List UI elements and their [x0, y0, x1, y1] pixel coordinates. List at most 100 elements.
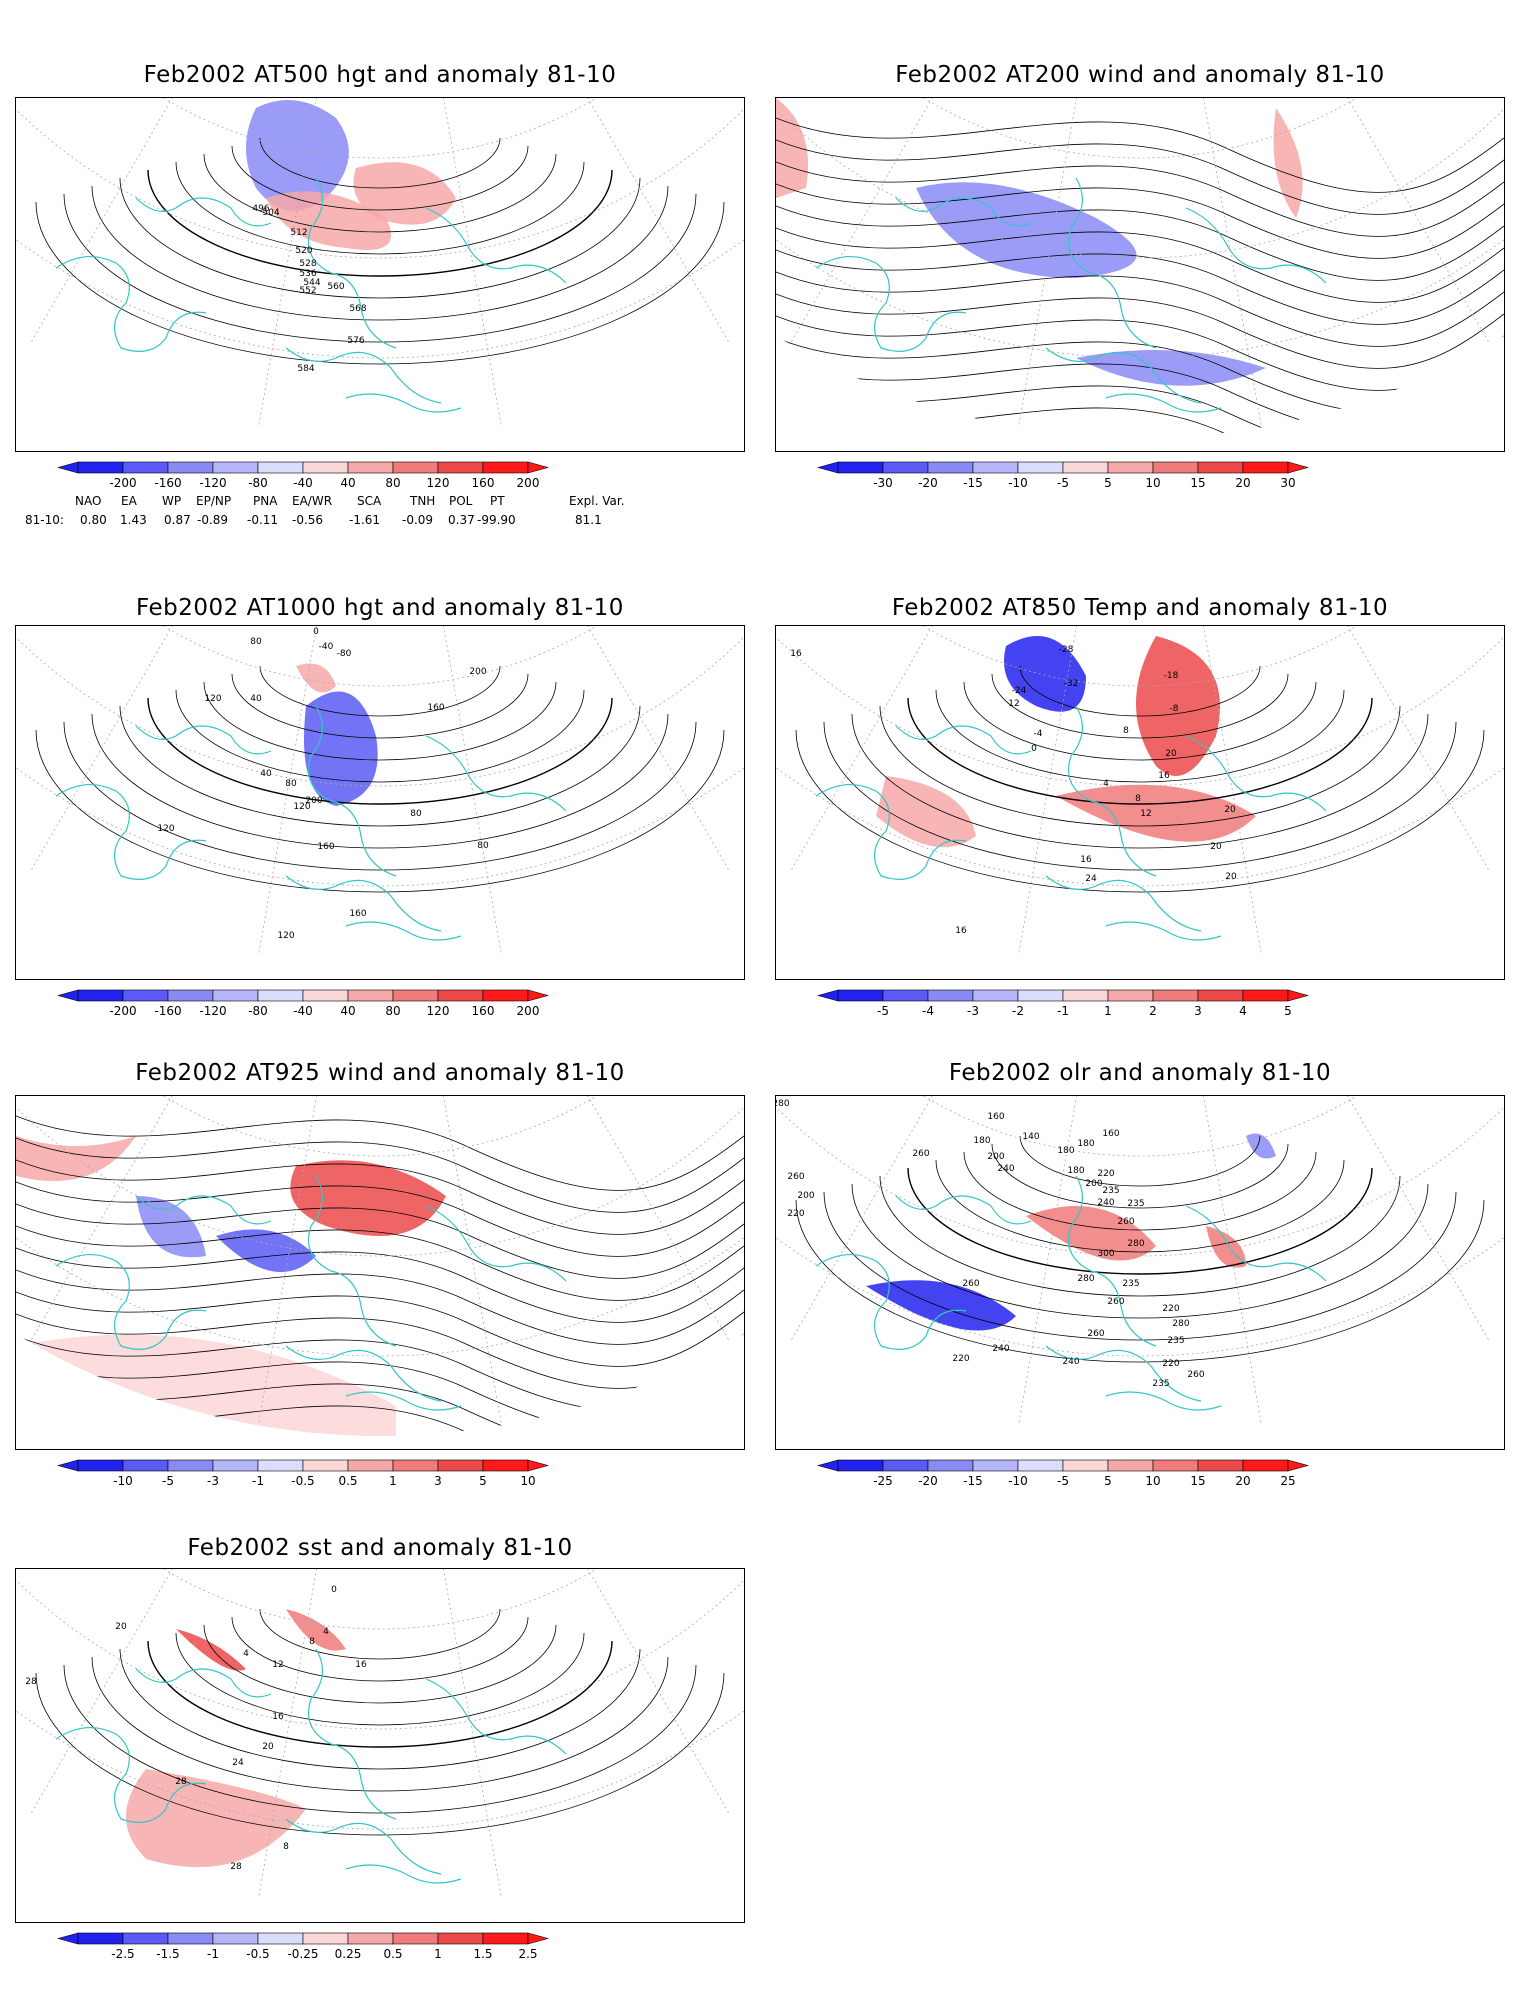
colorbar-arrow-high	[527, 1932, 550, 1945]
colorbar-tick: -3	[967, 1004, 979, 1018]
contour-label: 12	[1140, 809, 1151, 819]
contour-label: 560	[327, 282, 344, 292]
tele-value: 81.1	[575, 513, 602, 527]
contour-label: 140	[1022, 1132, 1039, 1142]
anomaly-shading	[246, 100, 349, 211]
contour-line	[203, 153, 557, 233]
colorbar-cell	[972, 461, 1019, 474]
contour-line	[776, 271, 1504, 347]
colorbar-cell	[882, 989, 929, 1002]
coastline	[307, 705, 397, 877]
colorbar-cell	[257, 989, 304, 1002]
colorbar-cell	[212, 1932, 259, 1945]
latitude-circle	[776, 767, 1504, 887]
colorbar-arrow-low	[816, 1459, 839, 1472]
contour-label: -4	[1034, 729, 1043, 739]
hemisphere-mask	[16, 98, 744, 451]
contour-line	[776, 227, 1504, 303]
colorbar-tick: -0.25	[287, 1947, 318, 1961]
colorbar-cell	[167, 989, 214, 1002]
colorbar-cell	[482, 461, 529, 474]
colorbar-cell	[77, 989, 124, 1002]
panel-title: Feb2002 sst and anomaly 81-10	[187, 1535, 573, 1561]
panel-title: Feb2002 olr and anomaly 81-10	[948, 1060, 1332, 1086]
map-area	[775, 97, 1505, 452]
contour-line	[776, 161, 1504, 237]
panel-title: Feb2002 AT925 wind and anomaly 81-10	[135, 1060, 625, 1086]
contour-line	[91, 713, 669, 849]
panel-title: Feb2002 AT850 Temp and anomaly 81-10	[891, 595, 1389, 621]
colorbar-tick: -80	[248, 476, 268, 490]
anomaly-shading	[176, 1629, 246, 1671]
contour-label: 80	[285, 779, 297, 789]
contour-line	[1019, 1135, 1261, 1187]
coastline	[815, 255, 967, 352]
map-area: 80 120 40 0 -40 -80 200 160 40 80 120 200 160 80 120 16…	[15, 625, 745, 980]
contour-label: 4	[323, 1627, 329, 1637]
contour-line	[935, 689, 1345, 783]
anomaly-shading	[1026, 1206, 1156, 1261]
colorbar-tick: 1	[389, 1474, 397, 1488]
colorbar-tick: -1.5	[156, 1947, 179, 1961]
colorbar-tick: 0.5	[338, 1474, 357, 1488]
coastline	[285, 1818, 442, 1875]
contour-label: 16	[955, 926, 967, 936]
colorbar-arrow-high	[1287, 989, 1310, 1002]
contour-line	[16, 1291, 744, 1367]
latitude-circle	[776, 636, 1504, 787]
colorbar-tick: 3	[434, 1474, 442, 1488]
contour-label: 80	[250, 637, 262, 647]
colorbar-tick: -20	[918, 1474, 938, 1488]
hemisphere-mask	[16, 1096, 744, 1449]
colorbar-cell	[882, 461, 929, 474]
anomaly-shading	[16, 1136, 136, 1181]
contour-label: 28	[175, 1777, 187, 1787]
colorbar-arrow-high	[1287, 461, 1310, 474]
contour-label: -28	[1059, 645, 1074, 655]
panel-at500-hgt: Feb2002 AT500 hgt and anomaly 81-10 496 5…	[0, 0, 760, 560]
hemisphere-mask	[776, 98, 1504, 451]
contour-label: 8	[1135, 794, 1141, 804]
meridian	[1347, 98, 1504, 370]
tele-header: EA	[121, 494, 137, 508]
coastline	[345, 393, 462, 413]
colorbar-cell	[77, 1932, 124, 1945]
anomaly-shading	[1206, 1226, 1246, 1268]
contour-label: 20	[262, 1742, 274, 1752]
coastline	[1045, 347, 1202, 404]
contour-label: 160	[349, 909, 366, 919]
tele-header: EA/WR	[292, 494, 333, 508]
hemisphere-mask	[776, 626, 1504, 979]
colorbar-tick: 200	[517, 476, 540, 490]
colorbar-cell	[882, 1459, 929, 1472]
contour-label: 0	[1031, 744, 1037, 754]
panel-sst: Feb2002 sst and anomaly 81-10 28 20 4 0 4 8 12…	[0, 1500, 760, 1980]
contour-label: 200	[987, 1152, 1004, 1162]
coastline	[895, 197, 1032, 227]
tele-value: -0.11	[247, 513, 279, 527]
contour-line	[823, 1191, 1457, 1341]
panel-title: Feb2002 AT200 wind and anomaly 81-10	[895, 62, 1385, 88]
colorbar-cell	[392, 1932, 439, 1945]
meridian	[587, 1569, 744, 1841]
meridian	[1347, 626, 1504, 898]
coastline	[1067, 1175, 1157, 1347]
anomaly-shading	[1273, 108, 1303, 218]
colorbar-tick: -1	[207, 1947, 219, 1961]
contour-label: 12	[272, 1660, 283, 1670]
contour-label: 260	[1187, 1370, 1204, 1380]
colorbar-tick: -4	[922, 1004, 934, 1018]
contour-line	[91, 185, 669, 321]
contour-line	[963, 1151, 1317, 1231]
colorbar-tick: -3	[207, 1474, 219, 1488]
contour-label: 584	[297, 364, 314, 374]
tele-header: NAO	[75, 494, 102, 508]
contour-label: 120	[293, 802, 310, 812]
contour-label: 20	[1210, 842, 1222, 852]
colorbar-tick: 160	[472, 476, 495, 490]
contour-line	[259, 137, 501, 189]
colorbar-cell	[122, 1459, 169, 1472]
latitude-circle	[16, 1710, 744, 1830]
